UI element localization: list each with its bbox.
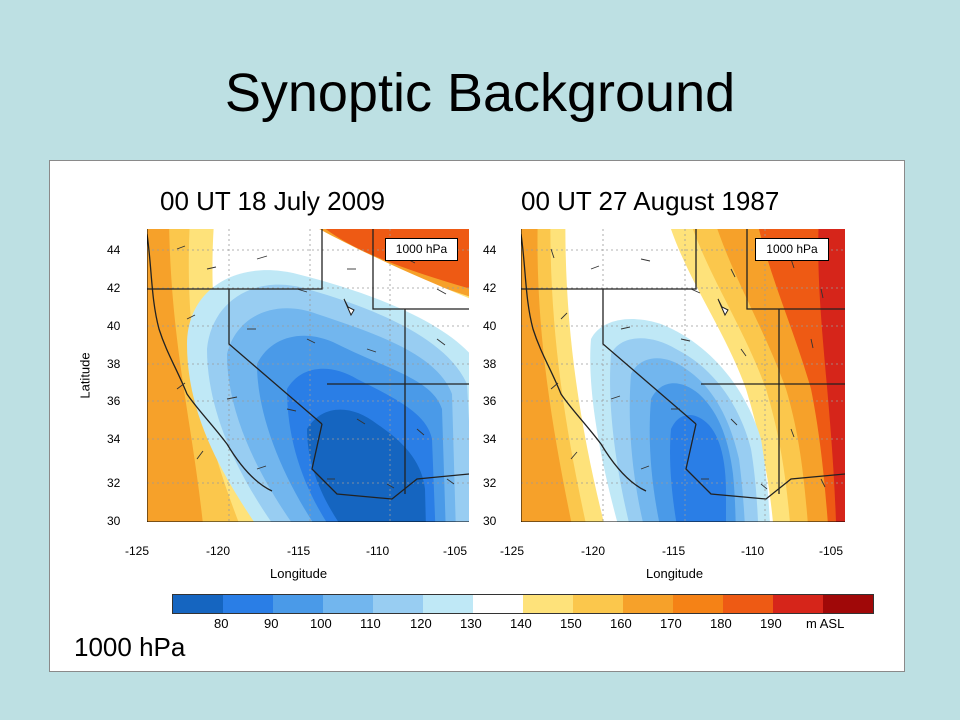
x-tick-label: -125: [500, 544, 525, 558]
x-tick-label: -115: [287, 544, 311, 558]
y-tick-label: 42: [483, 281, 497, 295]
colorbar-swatch: [173, 595, 223, 613]
x-tick-label: -120: [206, 544, 231, 558]
x-axis-label-left: Longitude: [270, 566, 328, 581]
colorbar-tick-label: 100: [310, 616, 332, 631]
colorbar-tick-label: 180: [710, 616, 732, 631]
colorbar-swatch: [473, 595, 523, 613]
x-tick-label: -105: [443, 544, 468, 558]
y-tick-label: 30: [483, 514, 497, 528]
colorbar-swatch: [573, 595, 623, 613]
y-tick-label: 34: [483, 432, 497, 446]
colorbar-tick-label: 130: [460, 616, 482, 631]
colorbar-swatch: [823, 595, 873, 613]
slide-title: Synoptic Background: [224, 63, 736, 123]
level-footer-label: 1000 hPa: [74, 632, 186, 662]
x-tick-label: -105: [819, 544, 844, 558]
y-tick-label: 44: [107, 243, 121, 257]
colorbar-swatch: [423, 595, 473, 613]
x-tick-label: -115: [662, 544, 686, 558]
colorbar-swatch: [373, 595, 423, 613]
colorbar: [172, 594, 874, 614]
colorbar-tick-label: 160: [610, 616, 632, 631]
colorbar-tick-label: 120: [410, 616, 432, 631]
colorbar-swatch: [623, 595, 673, 613]
colorbar-swatch: [773, 595, 823, 613]
colorbar-swatch: [523, 595, 573, 613]
y-tick-label: 36: [483, 394, 497, 408]
y-tick-label: 38: [483, 357, 497, 371]
level-box-right: 1000 hPa: [755, 238, 829, 261]
colorbar-tick-label: 150: [560, 616, 582, 631]
colorbar-tick-label: 90: [264, 616, 279, 631]
colorbar-tick-label: 140: [510, 616, 532, 631]
y-tick-label: 32: [107, 476, 121, 490]
level-box-left: 1000 hPa: [385, 238, 458, 261]
x-tick-label: -110: [741, 544, 765, 558]
y-axis-label: Latitude: [77, 352, 93, 399]
colorbar-tick-label: 190: [760, 616, 782, 631]
map-title-right: 00 UT 27 August 1987: [521, 186, 780, 216]
colorbar-swatch: [273, 595, 323, 613]
y-tick-label: 40: [107, 319, 121, 333]
colorbar-tick-label: 80: [214, 616, 229, 631]
x-tick-label: -110: [366, 544, 390, 558]
map-title-left: 00 UT 18 July 2009: [160, 186, 385, 216]
y-tick-label: 38: [107, 357, 121, 371]
colorbar-tick-label: 110: [360, 616, 381, 631]
colorbar-tick-label: 170: [660, 616, 682, 631]
y-tick-label: 30: [107, 514, 121, 528]
x-axis-label-right: Longitude: [646, 566, 704, 581]
y-tick-label: 44: [483, 243, 497, 257]
colorbar-swatch: [223, 595, 273, 613]
x-tick-label: -120: [581, 544, 606, 558]
map-right: [521, 229, 845, 522]
colorbar-units: m ASL: [806, 616, 845, 631]
y-tick-label: 42: [107, 281, 121, 295]
y-tick-label: 32: [483, 476, 497, 490]
colorbar-swatch: [723, 595, 773, 613]
y-tick-label: 40: [483, 319, 497, 333]
y-tick-label: 36: [107, 394, 121, 408]
y-tick-label: 34: [107, 432, 121, 446]
x-tick-label: -125: [125, 544, 150, 558]
map-left: [147, 229, 469, 522]
colorbar-swatch: [673, 595, 723, 613]
colorbar-swatch: [323, 595, 373, 613]
